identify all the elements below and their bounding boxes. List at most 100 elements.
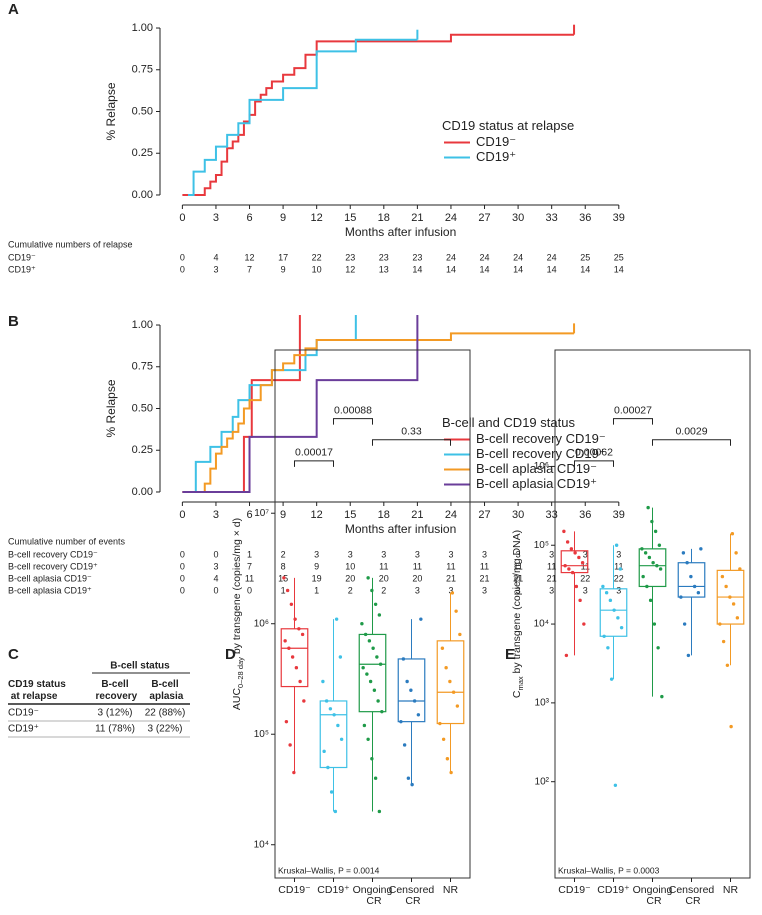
risk-value: 14: [614, 264, 624, 274]
x-tick-label: 30: [512, 212, 524, 224]
y-axis-label-main: C: [511, 690, 523, 698]
x-tick-label: 27: [478, 212, 490, 224]
point: [604, 590, 609, 595]
risk-value: 25: [580, 252, 590, 262]
point: [613, 783, 618, 788]
x-tick-label: 18: [378, 212, 390, 224]
point: [412, 699, 417, 703]
box: [599, 588, 628, 637]
point: [441, 737, 446, 741]
bracket: [333, 418, 373, 425]
point: [324, 699, 329, 703]
y-tick-label: 0.50: [132, 402, 153, 414]
point: [725, 663, 730, 667]
risk-value: 21: [513, 573, 523, 583]
y-tick-label: 1.00: [132, 22, 153, 34]
risk-value: 3: [415, 549, 420, 559]
bracket: [372, 439, 451, 446]
point: [410, 782, 414, 787]
panel-label: A: [8, 1, 19, 18]
y-axis-label: % Relapse: [104, 82, 118, 140]
x-tick-label: Ongoing CR: [353, 884, 393, 907]
x-tick-label: 30: [512, 509, 524, 521]
point: [297, 627, 301, 631]
table-cell: 3 (12%): [97, 708, 132, 719]
risk-value: 11: [446, 561, 455, 571]
risk-value: 3: [616, 549, 621, 559]
point: [653, 529, 658, 534]
point: [368, 679, 373, 684]
point: [606, 646, 610, 650]
x-tick-label: 24: [445, 509, 457, 521]
table-header: CD19 status at relapse: [8, 679, 66, 702]
x-tick-label: 9: [280, 509, 286, 521]
point: [565, 540, 570, 544]
point: [656, 646, 660, 650]
point: [282, 576, 286, 580]
point: [577, 555, 581, 560]
box: [677, 562, 706, 598]
risk-value: 0: [180, 573, 185, 583]
point: [365, 672, 369, 676]
risk-value: 3: [482, 549, 487, 559]
risk-value: 3: [348, 549, 353, 559]
p-value: 0.00027: [614, 404, 652, 416]
risk-value: 13: [379, 264, 389, 274]
p-value: 0.00062: [575, 447, 613, 459]
point: [284, 719, 289, 724]
point: [406, 776, 411, 780]
risk-value: 3: [516, 549, 521, 559]
point: [285, 588, 290, 593]
x-tick-label: 39: [613, 212, 625, 224]
risk-value: 3: [583, 549, 588, 559]
x-tick-label: Ongoing CR: [633, 884, 673, 907]
y-tick-label: 0.25: [132, 147, 153, 159]
table-cell: 22 (88%): [145, 708, 186, 719]
x-tick-label: 21: [411, 509, 423, 521]
point: [580, 561, 585, 565]
point: [650, 519, 654, 524]
y-tick-label: 10⁷: [254, 508, 269, 519]
point: [569, 547, 574, 551]
step-line: [182, 33, 575, 196]
point: [660, 694, 664, 699]
risk-value: 21: [547, 573, 557, 583]
risk-row-label: B-cell recovery CD19⁻: [8, 549, 98, 559]
y-tick-label: 10³: [535, 698, 550, 709]
table-header: B-cell aplasia: [147, 679, 184, 702]
risk-value: 21: [480, 573, 490, 583]
point: [370, 588, 374, 593]
point: [618, 567, 623, 571]
x-tick-label: CD19⁺: [597, 884, 629, 896]
bracket: [613, 418, 653, 425]
point: [438, 721, 442, 726]
risk-value: 0: [180, 561, 185, 571]
box: [358, 633, 387, 713]
risk-value: 24: [446, 252, 456, 262]
point: [283, 639, 287, 643]
x-tick-label: 39: [613, 509, 625, 521]
risk-value: 21: [446, 573, 456, 583]
point: [734, 551, 738, 555]
point: [655, 564, 659, 568]
risk-value: 14: [513, 264, 523, 274]
point: [293, 617, 297, 621]
x-tick-label: 21: [411, 212, 423, 224]
point: [699, 547, 703, 551]
point: [647, 555, 652, 560]
box: [638, 548, 667, 588]
point: [377, 809, 382, 814]
risk-row-label: CD19⁻: [8, 252, 36, 262]
p-value: 0.00017: [295, 447, 333, 459]
p-value: 0.0029: [675, 426, 707, 438]
point: [290, 655, 295, 659]
point: [326, 765, 330, 770]
point: [440, 646, 445, 650]
x-tick-label: CD19⁻: [558, 884, 590, 896]
table-cell: 3 (22%): [147, 724, 182, 735]
point: [336, 723, 340, 728]
point: [372, 688, 377, 692]
test-note: Kruskal–Wallis, P = 0.0003: [558, 865, 660, 875]
y-axis-label-sub: max: [516, 676, 525, 690]
y-tick-label: 0.00: [132, 486, 153, 498]
